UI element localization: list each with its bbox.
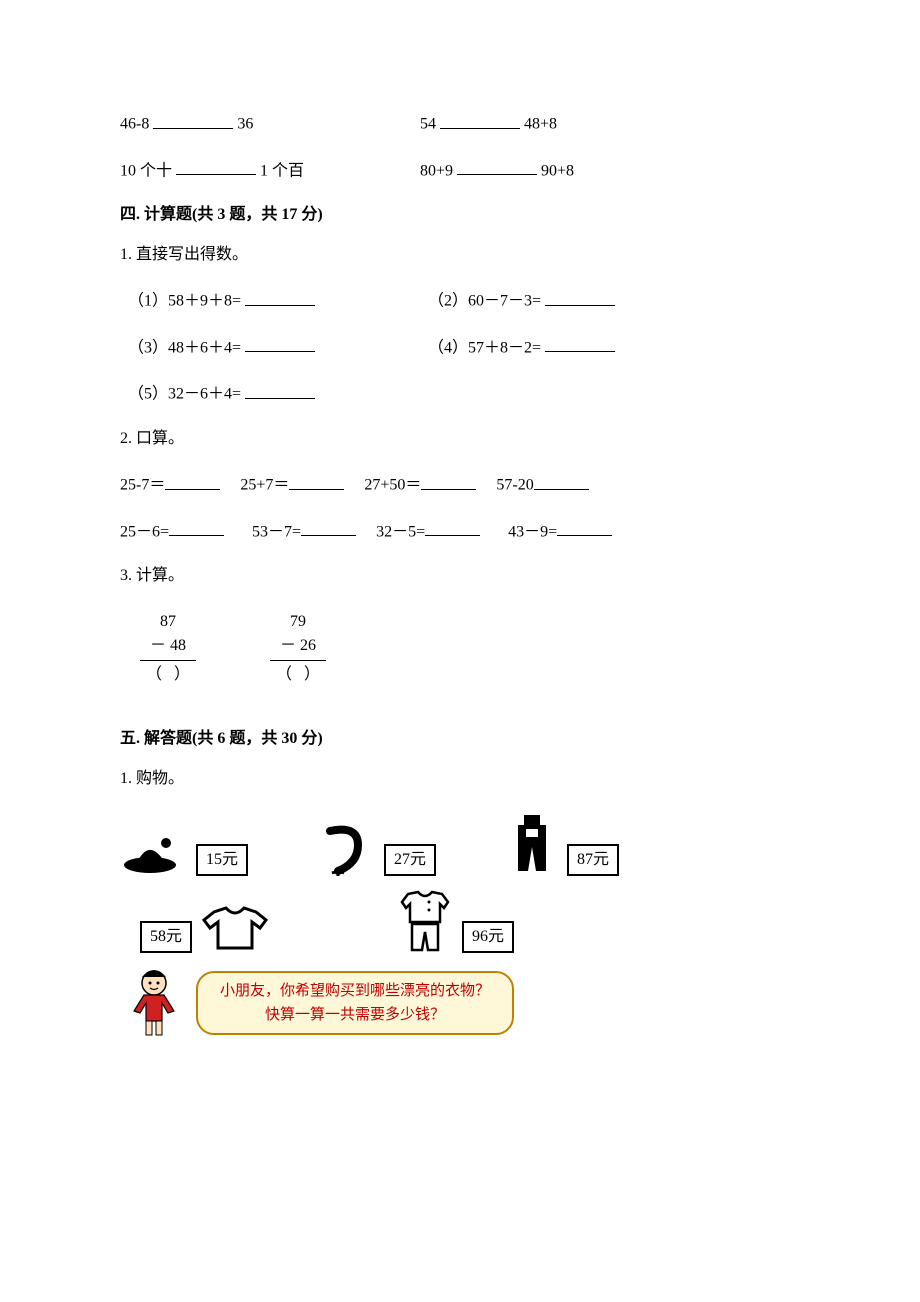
- blank[interactable]: [545, 287, 615, 306]
- expression: （5）32－6＋4=: [128, 386, 241, 403]
- subtrahend: － 26: [270, 634, 326, 658]
- overalls-icon: [506, 811, 561, 876]
- expression: 43－9=: [508, 523, 557, 540]
- shop-row-1: 15元 27元 87元: [120, 811, 800, 876]
- q1-row-3: （5）32－6＋4=: [120, 380, 800, 407]
- worksheet-page: 46-8 36 54 48+8 10 个十 1 个百 80+9 90+8 四. …: [0, 0, 920, 1100]
- blank[interactable]: [169, 518, 224, 537]
- blank[interactable]: [557, 518, 612, 537]
- vertical-subtraction-1: 87 － 48 （ ）: [140, 610, 196, 687]
- expression: 53－7=: [252, 523, 301, 540]
- section-4-title: 四. 计算题(共 3 题，共 17 分): [120, 203, 800, 227]
- q2-stem: 2. 口算。: [120, 427, 800, 451]
- price-tag: 15元: [196, 844, 248, 876]
- price-tag: 27元: [384, 844, 436, 876]
- compare-text: 36: [237, 116, 253, 133]
- price-tag: 87元: [567, 844, 619, 876]
- section-5-title: 五. 解答题(共 6 题，共 30 分): [120, 727, 800, 751]
- expression: （4）57＋8－2=: [428, 339, 541, 356]
- q1-stem: 1. 直接写出得数。: [120, 243, 800, 267]
- compare-text: 90+8: [541, 162, 574, 179]
- expression: （2）60－7－3=: [428, 293, 541, 310]
- compare-text: 54: [420, 116, 436, 133]
- expression: （3）48＋6＋4=: [128, 339, 241, 356]
- q3-vertical: 87 － 48 （ ） 79 － 26 （ ）: [120, 610, 800, 687]
- blank[interactable]: [245, 287, 315, 306]
- blank[interactable]: [421, 471, 476, 490]
- q3-stem: 3. 计算。: [120, 564, 800, 588]
- blank[interactable]: [176, 157, 256, 176]
- item-tshirt: 58元: [140, 898, 276, 953]
- shopping-area: 15元 27元 87元 58元: [120, 811, 800, 1040]
- blank[interactable]: [289, 471, 344, 490]
- expression: 32－5=: [376, 523, 425, 540]
- expression: 25－6=: [120, 523, 169, 540]
- blank[interactable]: [165, 471, 220, 490]
- blank[interactable]: [425, 518, 480, 537]
- q1-row-1: （1）58＋9＋8= （2）60－7－3=: [120, 287, 800, 314]
- expression: 27+50＝: [364, 477, 421, 494]
- result-paren[interactable]: （ ）: [140, 663, 196, 687]
- tshirt-icon: [200, 898, 270, 953]
- vertical-subtraction-2: 79 － 26 （ ）: [270, 610, 326, 687]
- price-tag: 58元: [140, 921, 192, 953]
- item-scarf: 27元: [318, 821, 436, 876]
- item-overalls: 87元: [506, 811, 619, 876]
- blank[interactable]: [301, 518, 356, 537]
- item-hat: 15元: [120, 831, 248, 876]
- compare-text: 10 个十: [120, 162, 172, 179]
- blank[interactable]: [534, 471, 589, 490]
- blank[interactable]: [457, 157, 537, 176]
- compare-text: 46-8: [120, 116, 149, 133]
- minuend: 79: [270, 610, 326, 634]
- q5-1-stem: 1. 购物。: [120, 767, 800, 791]
- result-paren[interactable]: （ ）: [270, 663, 326, 687]
- compare-text: 1 个百: [260, 162, 304, 179]
- subtrahend: － 48: [140, 634, 196, 658]
- shop-row-2: 58元 96元: [120, 888, 800, 953]
- expression: 57-20: [496, 477, 533, 494]
- blank[interactable]: [440, 110, 520, 129]
- bubble-line-2: 快算一算一共需要多少钱？: [220, 1003, 490, 1027]
- speech-bubble: 小朋友，你希望购买到哪些漂亮的衣物？ 快算一算一共需要多少钱？: [196, 971, 514, 1035]
- q1-row-2: （3）48＋6＋4= （4）57＋8－2=: [120, 334, 800, 361]
- price-tag: 96元: [462, 921, 514, 953]
- minuend: 87: [140, 610, 196, 634]
- blank[interactable]: [545, 334, 615, 353]
- scarf-icon: [318, 821, 378, 876]
- q2-row-2: 25－6= 53－7= 32－5= 43－9=: [120, 518, 800, 545]
- blank[interactable]: [245, 380, 315, 399]
- blank[interactable]: [245, 334, 315, 353]
- bubble-line-1: 小朋友，你希望购买到哪些漂亮的衣物？: [220, 979, 490, 1003]
- expression: （1）58＋9＋8=: [128, 293, 241, 310]
- item-suit: 96元: [396, 888, 514, 953]
- suit-icon: [396, 888, 456, 953]
- child-icon: [120, 965, 190, 1040]
- compare-row-1: 46-8 36 54 48+8: [120, 110, 800, 137]
- expression: 25-7＝: [120, 477, 165, 494]
- q2-row-1: 25-7＝ 25+7＝ 27+50＝ 57-20: [120, 471, 800, 498]
- compare-text: 48+8: [524, 116, 557, 133]
- speech-row: 小朋友，你希望购买到哪些漂亮的衣物？ 快算一算一共需要多少钱？: [120, 965, 800, 1040]
- hat-icon: [120, 831, 190, 876]
- expression: 25+7＝: [240, 477, 289, 494]
- blank[interactable]: [153, 110, 233, 129]
- compare-text: 80+9: [420, 162, 453, 179]
- compare-row-2: 10 个十 1 个百 80+9 90+8: [120, 157, 800, 184]
